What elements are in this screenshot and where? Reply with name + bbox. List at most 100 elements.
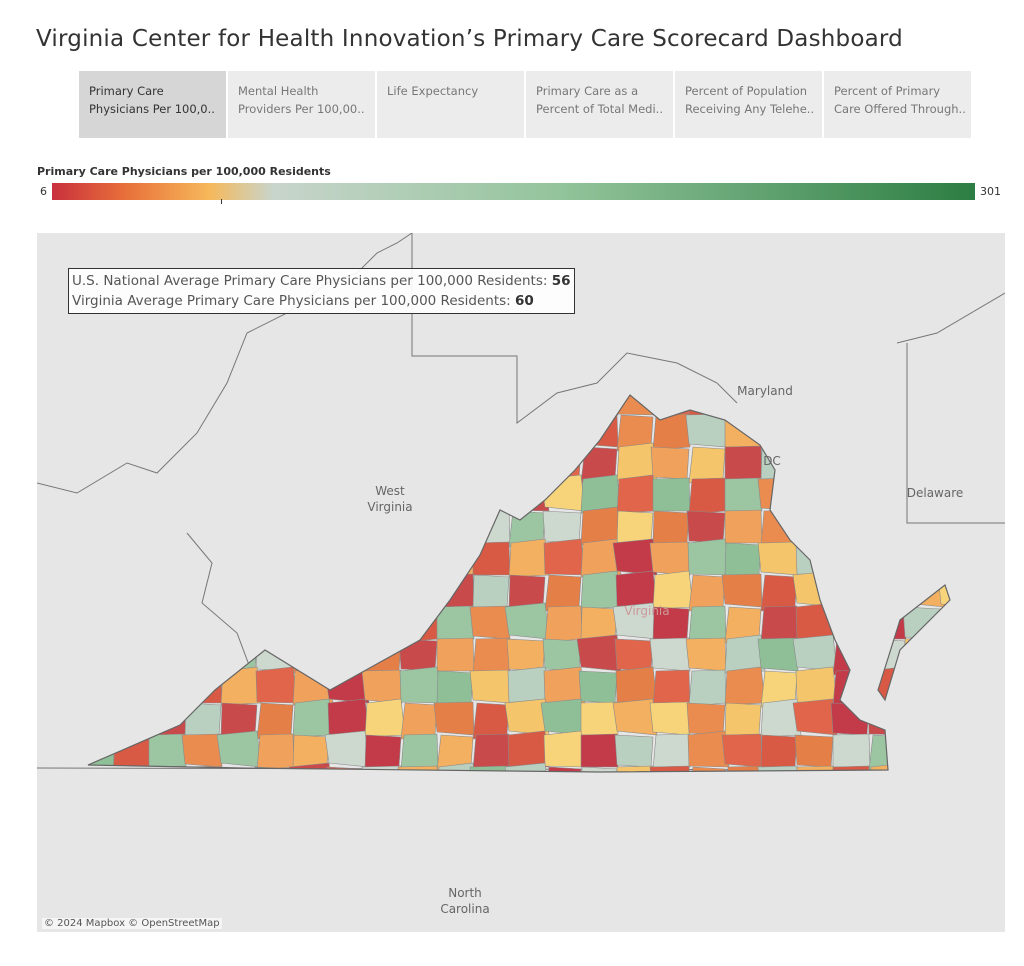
- county: [830, 510, 870, 544]
- county: [540, 474, 586, 512]
- county: [792, 698, 838, 736]
- county: [903, 762, 946, 772]
- place-label-line: Carolina: [440, 902, 490, 916]
- county: [721, 733, 763, 768]
- county: [469, 669, 511, 704]
- county: [544, 413, 583, 448]
- county: [400, 702, 438, 740]
- county: [688, 446, 726, 484]
- county: [543, 730, 586, 768]
- county: [112, 413, 151, 451]
- county: [504, 602, 550, 640]
- county: [507, 730, 550, 768]
- place-label: West Virginia: [367, 483, 412, 515]
- county: [937, 413, 950, 448]
- county: [109, 445, 151, 480]
- county: [542, 510, 582, 544]
- county: [289, 413, 331, 448]
- county: [576, 634, 622, 672]
- county: [615, 570, 658, 608]
- county: [831, 602, 874, 640]
- county: [544, 605, 583, 643]
- county: [292, 445, 331, 483]
- county: [472, 414, 510, 452]
- map-attribution: © 2024 Mapbox © OpenStreetMap: [42, 918, 222, 929]
- county: [292, 602, 334, 642]
- map[interactable]: U.S. National Average Primary Care Physi…: [37, 233, 1005, 932]
- county: [361, 669, 403, 704]
- county: [364, 541, 403, 579]
- tab[interactable]: Percent of Primary Care Offered Through..: [824, 71, 971, 138]
- county: [146, 414, 186, 448]
- county: [792, 474, 838, 512]
- county: [977, 735, 1005, 768]
- county: [940, 730, 950, 770]
- county: [88, 413, 115, 448]
- county: [326, 766, 366, 772]
- county: [832, 638, 870, 676]
- county: [184, 542, 222, 580]
- county: [832, 477, 871, 515]
- county: [184, 669, 223, 704]
- county: [289, 541, 331, 576]
- county: [902, 734, 942, 768]
- county: [146, 638, 186, 672]
- county: [220, 395, 258, 417]
- county: [397, 541, 439, 576]
- county: [364, 698, 406, 738]
- county: [256, 702, 294, 740]
- county: [184, 637, 223, 672]
- county: [254, 766, 294, 772]
- county: [580, 606, 618, 641]
- county: [255, 666, 298, 704]
- county: [724, 542, 762, 577]
- county: [397, 765, 439, 772]
- county: [940, 670, 950, 708]
- county: [649, 765, 691, 772]
- county: [507, 666, 550, 704]
- county: [868, 762, 910, 772]
- county: [757, 477, 799, 512]
- county: [435, 442, 478, 480]
- tab-label-line: Mental Health: [238, 84, 319, 98]
- county: [436, 541, 475, 576]
- place-label: Virginia: [624, 603, 669, 619]
- county: [540, 698, 586, 736]
- county: [148, 733, 187, 768]
- county: [832, 669, 871, 707]
- county: [937, 509, 950, 544]
- county: [686, 702, 726, 736]
- county: [937, 573, 950, 608]
- county: [650, 446, 690, 480]
- county: [144, 538, 190, 576]
- county: [757, 541, 799, 576]
- legend-marker: [220, 199, 222, 204]
- county: [399, 666, 442, 704]
- county: [364, 605, 403, 640]
- county: [181, 733, 223, 768]
- tab[interactable]: Percent of Population Receiving Any Teleh…: [675, 71, 822, 138]
- county: [292, 509, 331, 547]
- county: [973, 763, 1005, 799]
- county: [795, 666, 838, 704]
- county: [328, 395, 367, 419]
- county: [795, 538, 838, 576]
- county: [254, 510, 294, 544]
- county: [649, 701, 691, 736]
- tab-label-line: Primary Care: [89, 84, 164, 98]
- tab[interactable]: Life Expectancy: [377, 71, 524, 138]
- county: [289, 477, 331, 512]
- county: [470, 478, 510, 512]
- tab[interactable]: Primary Care as a Percent of Total Medi..: [526, 71, 673, 138]
- county: [507, 474, 550, 512]
- county: [975, 575, 1005, 607]
- county: [252, 474, 298, 512]
- county: [397, 413, 439, 448]
- tab[interactable]: Mental Health Providers Per 100,00..: [228, 71, 375, 138]
- county: [794, 734, 834, 768]
- county: [616, 474, 658, 514]
- county: [433, 701, 475, 736]
- county: [88, 510, 114, 548]
- county: [292, 395, 330, 417]
- tab[interactable]: Primary Care Physicians Per 100,0..: [79, 71, 226, 138]
